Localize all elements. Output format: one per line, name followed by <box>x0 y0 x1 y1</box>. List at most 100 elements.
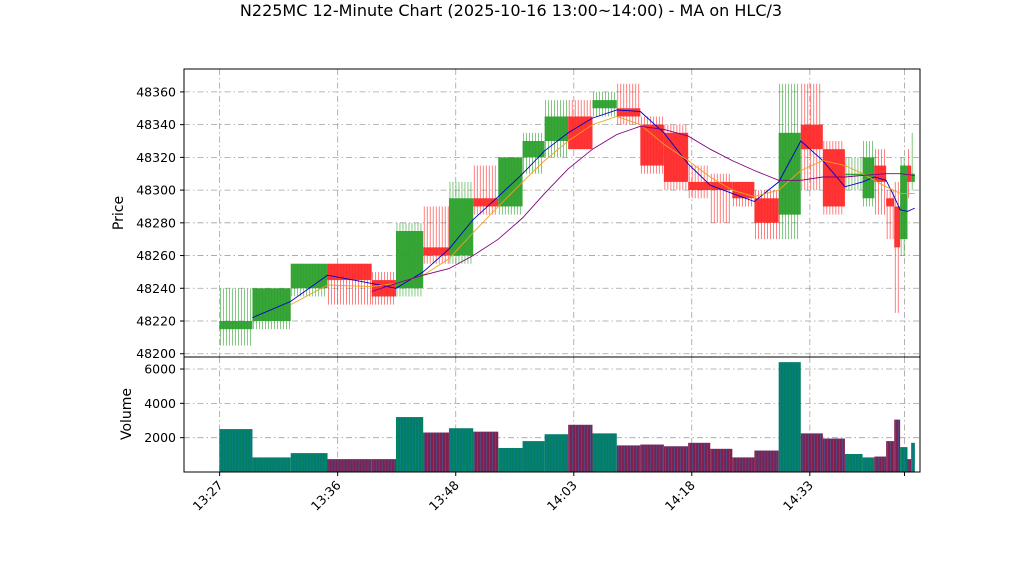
volume-bar-up <box>252 457 291 472</box>
volume-bar-down <box>894 419 901 472</box>
down-bar <box>663 124 689 191</box>
price-tick-label: 48200 <box>136 346 176 361</box>
x-tick-label: 14:03 <box>544 478 580 514</box>
volume-bar-fill <box>822 438 845 472</box>
volume-bar-fill <box>663 446 689 472</box>
volume-bar-up <box>911 442 915 472</box>
down-bar <box>423 206 449 264</box>
price-tick-label: 48360 <box>136 84 176 99</box>
up-bar <box>778 83 801 240</box>
volume-bar-up <box>448 428 474 472</box>
up-bar <box>544 100 569 158</box>
x-tick-label: 14:18 <box>662 477 698 513</box>
volume-y-ticks: 2000 4000 6000 <box>144 362 184 445</box>
bar-body <box>448 198 474 256</box>
bar-body <box>327 263 372 281</box>
volume-bar-fill <box>874 456 887 472</box>
bar-body <box>473 198 499 207</box>
bar-body <box>778 132 801 215</box>
bar-body <box>911 173 915 182</box>
price-tick-label: 48280 <box>136 215 176 230</box>
volume-bar-fill <box>371 459 396 472</box>
bar-body <box>844 173 863 176</box>
volume-bar-down <box>874 456 887 472</box>
down-bar <box>874 149 887 215</box>
price-tick-label: 48340 <box>136 117 176 132</box>
bar-body <box>371 280 396 297</box>
bar-body <box>219 321 253 330</box>
bar-body <box>395 231 424 289</box>
price-tick-label: 48260 <box>136 248 176 263</box>
volume-bar-fill <box>688 442 711 472</box>
volume-bar-fill <box>498 447 523 472</box>
up-bar <box>844 157 863 191</box>
up-bar <box>219 288 253 346</box>
bar-body <box>710 181 733 191</box>
volume-bar-down <box>754 450 779 472</box>
volume-bar-up <box>544 434 569 472</box>
bar-body <box>616 108 641 117</box>
up-bar <box>522 132 545 174</box>
volume-bar-down <box>371 459 396 472</box>
x-tick-label: 13:48 <box>426 477 462 513</box>
volume-bar-down <box>616 445 641 472</box>
volume-bar-fill <box>911 442 915 472</box>
down-bar <box>327 263 372 305</box>
ma_long-line <box>371 125 915 292</box>
moving-average-lines <box>252 109 915 319</box>
chart-title: N225MC 12-Minute Chart (2025-10-16 13:00… <box>240 1 782 20</box>
volume-bar-fill <box>327 459 372 472</box>
bar-body <box>732 181 755 199</box>
down-bar <box>473 165 499 215</box>
up-bar <box>448 181 474 264</box>
bar-body <box>592 100 617 109</box>
volume-bar-fill <box>754 450 779 472</box>
volume-bar-fill <box>568 424 593 472</box>
volume-bar-down <box>688 442 711 472</box>
volume-bar-down <box>822 438 845 472</box>
down-bar <box>371 271 396 305</box>
x-ticks: 13:27 13:36 13:48 14:03 14:18 14:33 <box>190 472 905 514</box>
volume-bar-fill <box>800 433 823 472</box>
volume-bar-fill <box>778 362 801 472</box>
volume-bar-down <box>907 459 912 472</box>
bar-body <box>886 198 895 207</box>
bar-body <box>290 263 328 289</box>
price-tick-label: 48300 <box>136 183 176 198</box>
down-bar <box>732 181 755 207</box>
volume-bar-up <box>844 453 863 472</box>
volume-bar-fill <box>710 448 733 472</box>
down-bar <box>616 83 641 125</box>
bar-body <box>522 141 545 158</box>
volume-bar-fill <box>290 453 328 472</box>
volume-bar-fill <box>252 457 291 472</box>
volume-bar-fill <box>732 457 755 472</box>
volume-bar-down <box>732 457 755 472</box>
up-bar <box>395 222 424 297</box>
volume-bar-down <box>473 431 499 472</box>
volume-bar-fill <box>423 432 449 472</box>
volume-bars <box>219 362 915 472</box>
bar-body <box>822 149 845 207</box>
volume-bar-up <box>778 362 801 472</box>
bar-body <box>800 124 823 150</box>
down-bar <box>886 190 895 240</box>
bar-body <box>544 116 569 141</box>
bar-body <box>663 132 689 182</box>
volume-bar-fill <box>844 453 863 472</box>
volume-bar-up <box>522 441 545 472</box>
down-bar <box>640 116 664 174</box>
volume-bar-down <box>886 441 895 472</box>
volume-panel-frame <box>183 356 921 473</box>
volume-tick-label: 6000 <box>144 362 176 377</box>
up-bar <box>900 157 908 256</box>
volume-bar-fill <box>616 445 641 472</box>
down-bar <box>800 83 823 191</box>
bar-body <box>423 247 449 256</box>
x-tick-label: 14:33 <box>780 478 816 514</box>
volume-bar-fill <box>640 444 664 472</box>
volume-tick-label: 4000 <box>144 396 176 411</box>
bar-body <box>252 288 291 321</box>
volume-bar-up <box>862 457 875 472</box>
